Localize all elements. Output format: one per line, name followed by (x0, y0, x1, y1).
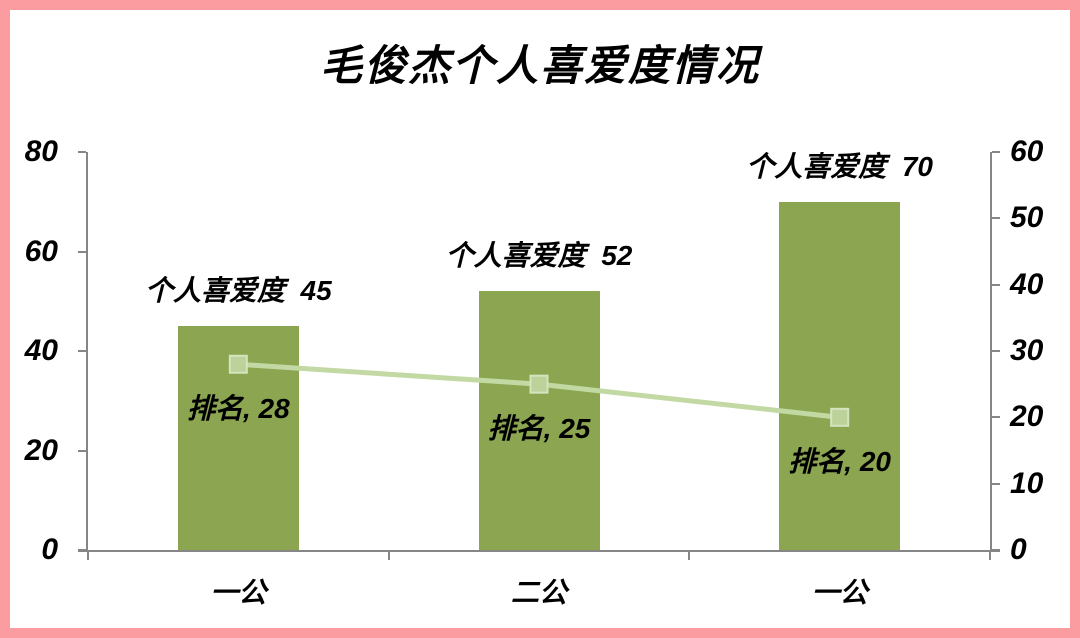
left-axis-line (86, 152, 88, 552)
right-axis-tick-label: 30 (1010, 334, 1044, 367)
x-axis-tick (387, 550, 390, 560)
x-axis-tick (87, 550, 89, 560)
bar-data-label: 个人喜爱度 70 (746, 150, 934, 182)
right-axis-tick (992, 482, 1000, 485)
right-axis-tick-label: 0 (1010, 533, 1027, 566)
rank-data-label: 排名, 28 (186, 393, 290, 425)
right-axis-tick-label: 60 (1010, 135, 1044, 168)
right-axis-tick-label: 10 (1010, 466, 1044, 500)
plot-area: 80 60 40 20 0 60 50 40 30 20 10 0 一公 二公 一公 个人喜爱度 45 个人喜爱… (10, 10, 1070, 628)
left-axis-tick (78, 151, 86, 153)
bar-data-label: 个人喜爱度 52 (445, 240, 633, 272)
right-axis-tick-label: 40 (1010, 267, 1044, 301)
left-axis-tick (78, 250, 86, 253)
x-axis-tick (989, 550, 991, 560)
right-axis-tick (992, 416, 1000, 419)
right-axis-tick (992, 549, 1000, 551)
rank-data-label: 排名, 20 (788, 446, 892, 478)
category-label: 二公 (510, 577, 568, 608)
right-axis-line (990, 152, 992, 552)
left-axis-tick (78, 449, 86, 452)
left-axis-tick-label: 80 (24, 135, 58, 168)
left-axis-tick-label: 20 (24, 433, 58, 467)
right-axis-tick (992, 350, 1000, 352)
right-axis-tick (992, 283, 1000, 286)
bar-一公-2 (779, 201, 901, 550)
category-label: 一公 (210, 577, 267, 608)
bar-二公-1 (478, 291, 600, 550)
chart-title: 毛俊杰个人喜爱度情况 (319, 42, 760, 89)
right-axis-tick (992, 151, 1000, 153)
x-axis-tick (688, 550, 691, 560)
left-axis-tick-label: 0 (41, 533, 58, 566)
category-label: 一公 (811, 577, 868, 608)
left-axis-tick-label: 60 (24, 234, 58, 268)
right-axis-tick (992, 217, 1000, 220)
left-axis-tick (78, 350, 86, 352)
x-axis-line (78, 550, 1000, 552)
right-axis-tick-label: 50 (1010, 201, 1044, 235)
bar-一公-0 (177, 326, 299, 550)
rank-data-label: 排名, 25 (487, 413, 591, 445)
bar-data-label: 个人喜爱度 45 (144, 275, 332, 307)
right-axis-tick-label: 20 (1010, 400, 1044, 434)
left-axis-tick-label: 40 (24, 334, 58, 367)
left-axis-tick (78, 549, 86, 551)
